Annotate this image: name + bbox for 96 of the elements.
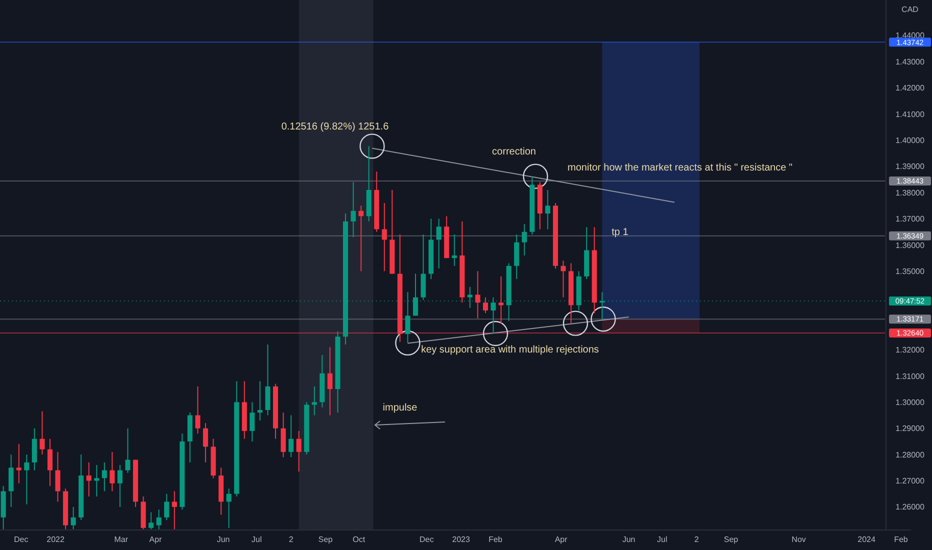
candlestick [350,182,356,238]
y-tick-label: 1.31000 [896,372,926,381]
x-tick-label: Sep [318,535,334,544]
point [482,320,508,346]
x-tick-label: 2 [694,535,700,544]
y-tick-label: 1.41000 [896,110,926,119]
candlestick [452,234,457,266]
x-tick-label: 2024 [858,535,876,544]
x-tick-label: Feb [488,535,503,544]
candlestick [412,273,418,316]
candlestick [250,402,255,442]
x-tick-label: Jul [657,535,668,544]
candlestick [405,292,410,344]
candlestick [600,292,605,320]
point [562,310,588,336]
point [395,330,420,356]
y-tick-label: 1.27000 [896,476,926,486]
candlestick [94,464,100,497]
annotation: 0.12516 (9.82%) 1251.6 [281,122,390,132]
candlestick [522,224,527,256]
candlestick [86,462,92,497]
candlestick [545,189,550,230]
x-tick-label: Feb [894,535,908,544]
y-tick-label: 1.29000 [896,424,926,434]
point [522,164,548,189]
candlestick [110,451,115,492]
y-tick-label: 1.30000 [896,398,926,407]
x-tick-label: 2023 [452,535,471,544]
x-tick-label: Jul [252,535,262,544]
candlestick [257,380,262,421]
candlestick [288,414,294,458]
candlestick [280,412,286,458]
y-tick-label: 1.28000 [896,450,926,460]
annotation: key support area with multiple rejections [421,344,599,356]
candlestick [70,506,76,530]
x-tick-label: Nov [792,535,806,544]
candlestick [420,234,426,300]
candlestick [436,218,442,270]
y-tick-label: 1.40000 [896,136,926,145]
candlestick [32,428,37,471]
candlestick [475,270,480,319]
y-tick-label: 1.26000 [896,502,926,512]
x-tick-label: Apr [149,535,162,544]
candlestick [195,386,200,434]
x-tick-label: 2022 [46,535,65,544]
x-tick-label: Dec [14,535,28,544]
candlestick [203,422,208,463]
x-tick-label: Apr [554,535,568,544]
candlestick [8,454,14,508]
candlestick [156,509,162,530]
candlestick [55,451,60,502]
annotation: monitor how the market reacts at this " resistance " [568,162,793,174]
candlestick [125,428,130,474]
x-tick-label: Dec [419,535,434,544]
candlestick [312,386,317,416]
y-tick-label: 1.38000 [896,188,926,198]
y-tick-label: 1.42000 [896,84,926,93]
x-tick-label: 2 [288,535,294,544]
y-axis-title: CAD [902,5,919,14]
x-tick-label: Jun [622,535,636,544]
candlestick [117,464,123,508]
candlestick [358,205,364,272]
candlestick [16,444,22,484]
candlestick [482,296,488,314]
y-tick-label: 1.43000 [896,57,926,66]
annotation: correction [492,146,536,158]
candlestick [514,234,520,280]
y-tick-label: 1.37000 [896,214,926,224]
candlestick [296,430,302,472]
candlestick [382,202,387,272]
candlestick [47,438,53,486]
candlestick [164,493,170,521]
point [360,134,385,159]
x-tick-label: Oct [352,535,366,544]
candlestick [467,286,472,308]
x-tick-label: Sep [724,535,739,544]
point [590,306,616,332]
annotation: tp 1 [612,226,629,238]
candlestick [560,260,566,298]
y-tick-label: 1.36000 [896,240,926,250]
y-tick-label: 1.35000 [896,266,926,276]
candlestick [265,344,270,416]
annotation: impulse [382,402,418,414]
y-tick-label: 1.39000 [896,162,926,172]
candlestick [327,346,332,416]
candlestick [40,410,45,456]
candlestick [226,488,232,528]
x-tick-label: Mar [114,535,128,544]
candlestick [490,296,496,334]
x-tick-label: Jun [216,535,230,544]
candlestick [498,276,504,324]
y-tick-label: 1.32000 [896,346,926,355]
candlestick [102,462,107,492]
candlestick [24,454,30,505]
candlestick [172,490,177,530]
candlestick [148,512,154,530]
